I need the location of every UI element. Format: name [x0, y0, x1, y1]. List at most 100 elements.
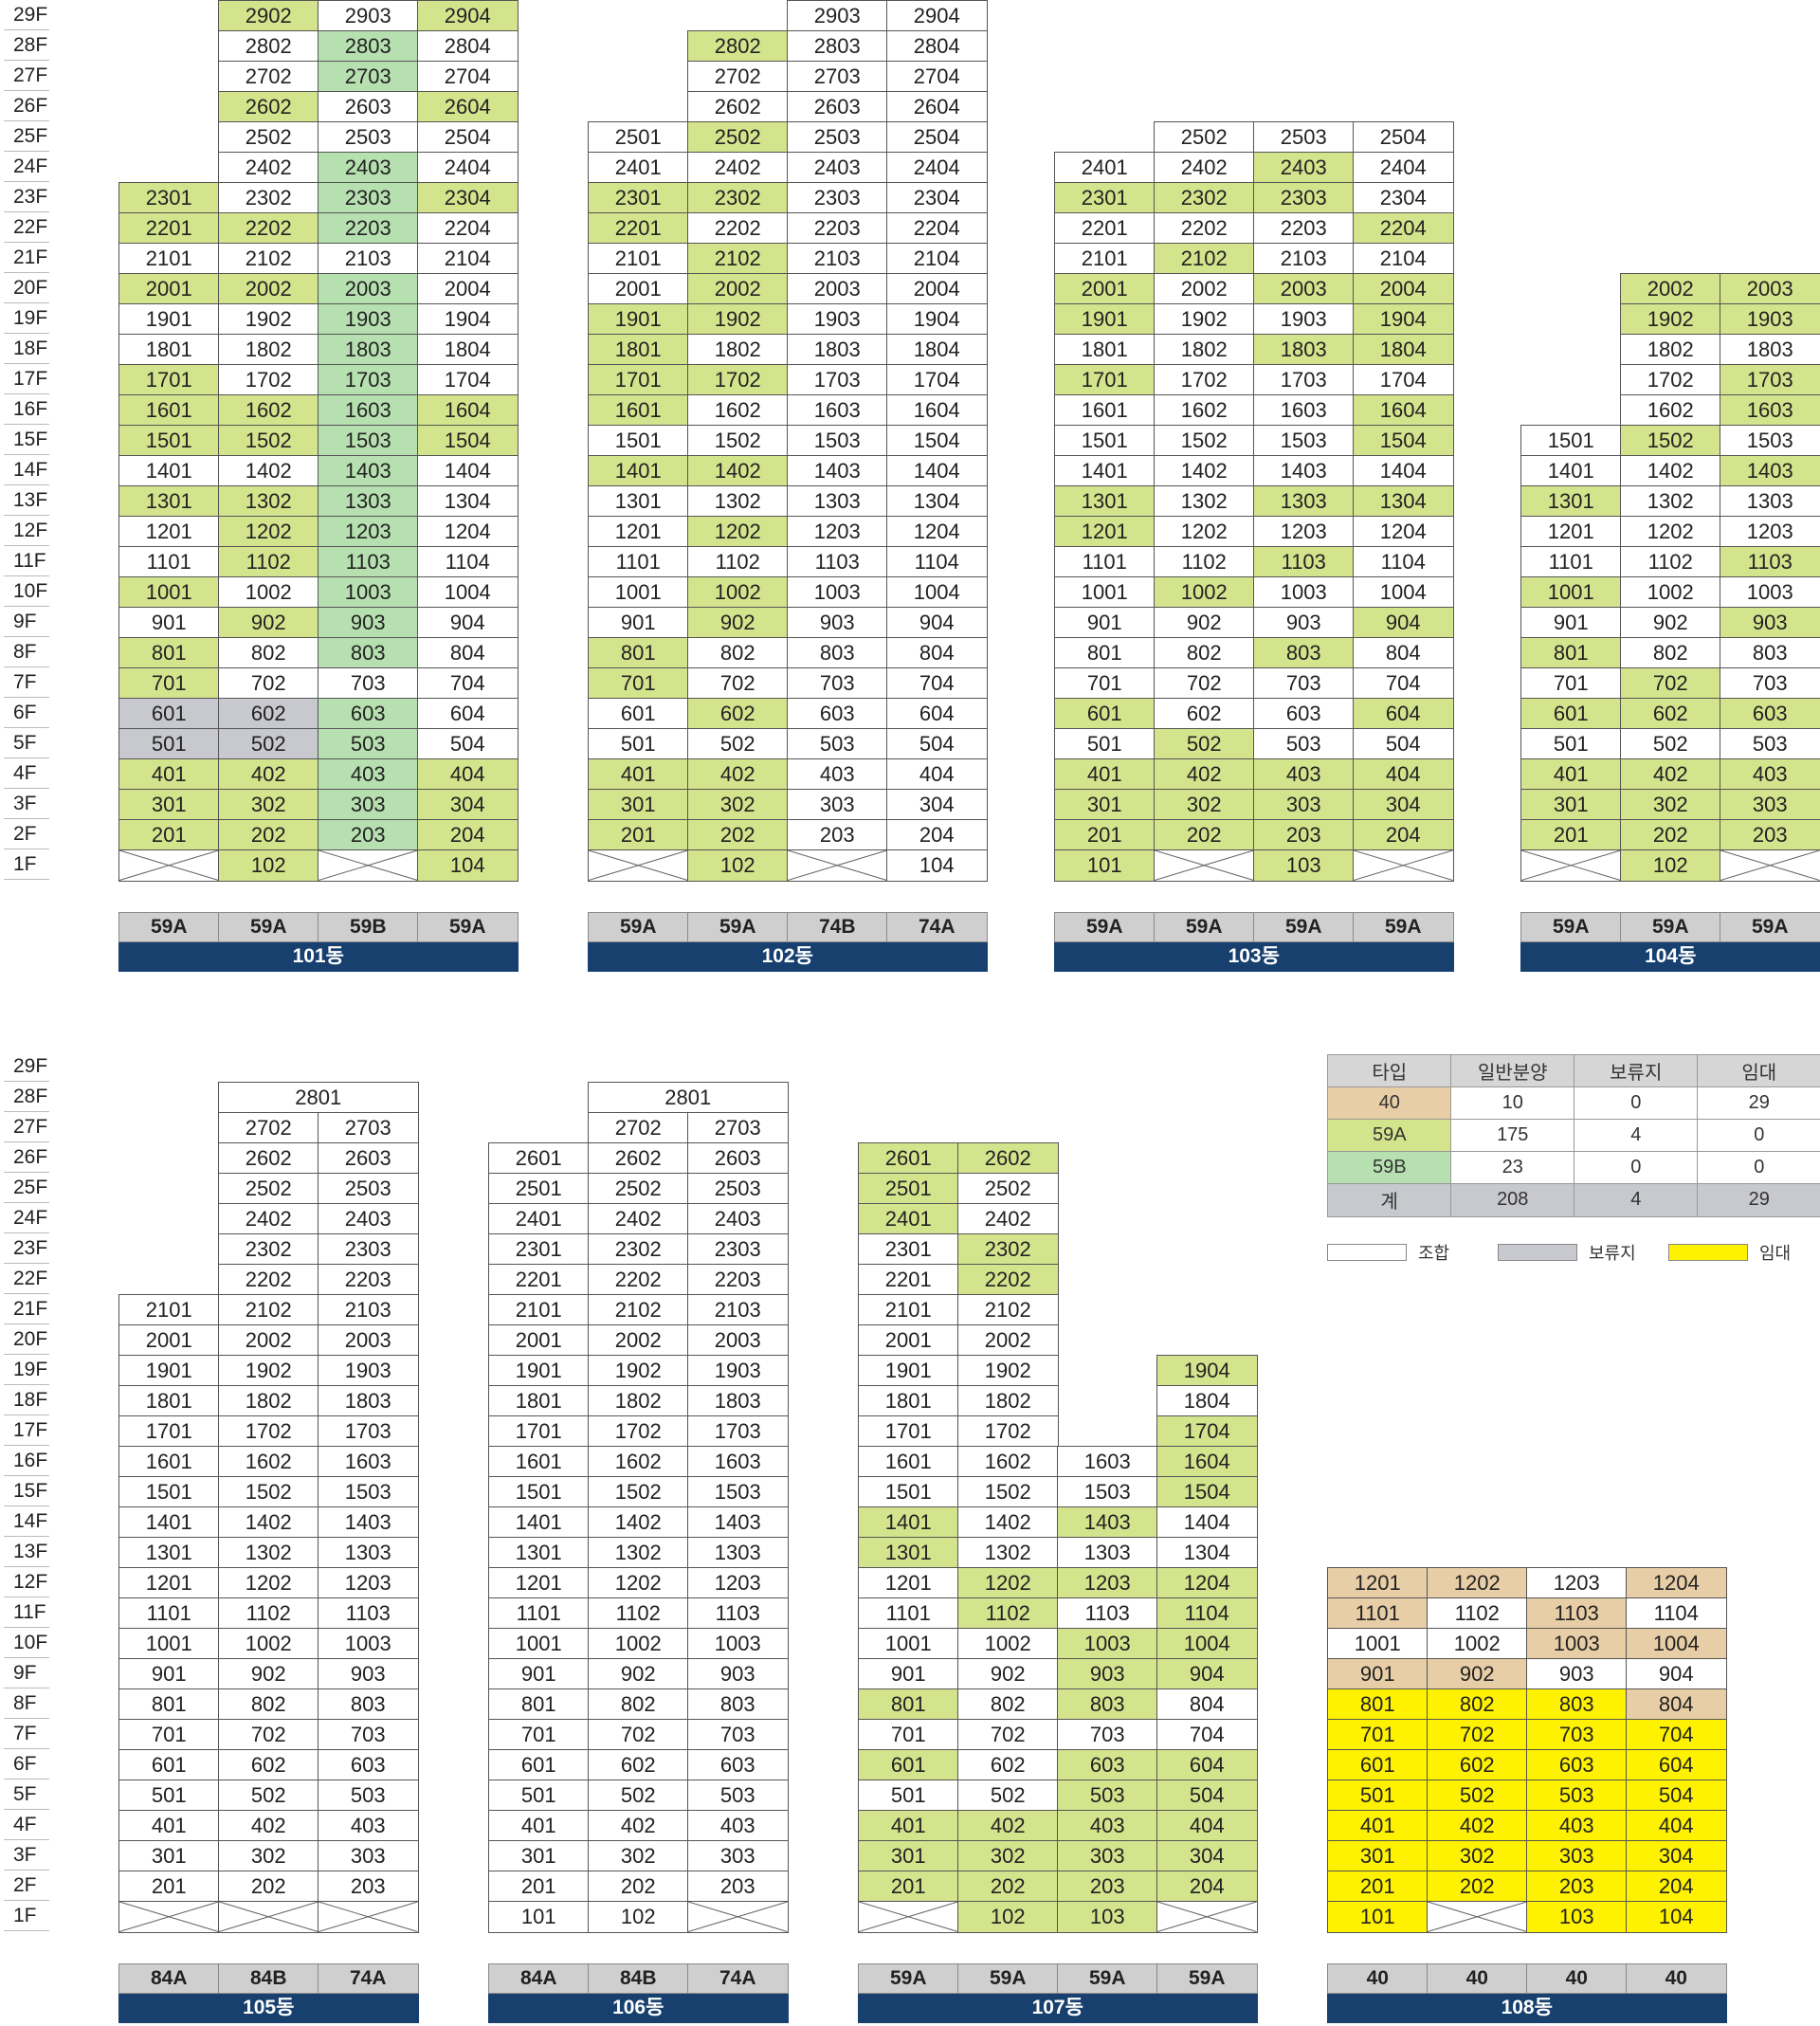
- unit-cell: 1403: [787, 455, 888, 487]
- unit-cell: 2303: [1253, 182, 1355, 214]
- unit-cell: 2201: [488, 1264, 590, 1296]
- unit-cell: 2304: [417, 182, 519, 214]
- floor-label: 18F: [4, 334, 49, 364]
- floor-label: 14F: [4, 455, 49, 485]
- unit-cell: 1002: [687, 576, 789, 609]
- unit-cell: 1001: [1520, 576, 1622, 609]
- floor-label: 10F: [4, 1628, 49, 1658]
- unit-cell: 2001: [858, 1324, 959, 1357]
- unit-cell: 403: [787, 758, 888, 791]
- unit-cell: 1202: [588, 1567, 689, 1599]
- unit-cell: 303: [687, 1840, 789, 1872]
- color-key-label: 보류지: [1589, 1244, 1636, 1263]
- unit-cell: 2703: [787, 61, 888, 93]
- unit-cell: 402: [1620, 758, 1721, 791]
- unit-cell: 1903: [318, 303, 419, 336]
- unit-cell: 202: [1154, 819, 1255, 851]
- unit-type-label: 59A: [687, 912, 789, 942]
- unit-cell: 1203: [1253, 516, 1355, 548]
- unit-cell: 204: [1156, 1871, 1258, 1903]
- unit-cell: 701: [858, 1719, 959, 1751]
- unit-cell: 2004: [1353, 273, 1454, 305]
- summary-table-cell: 0: [1574, 1151, 1699, 1185]
- unit-cell: 1202: [1620, 516, 1721, 548]
- unit-cell: 301: [1520, 789, 1622, 821]
- unit-cell: 304: [1626, 1840, 1727, 1872]
- unit-cell: 2001: [488, 1324, 590, 1357]
- unit-cell: 1404: [1156, 1506, 1258, 1539]
- unit-cell: 1604: [886, 394, 988, 427]
- unit-cell: 1904: [417, 303, 519, 336]
- unit-cell: 2404: [1353, 152, 1454, 184]
- unit-cell: 2203: [1253, 212, 1355, 245]
- unit-cell: 702: [1154, 667, 1255, 700]
- floor-label: 27F: [4, 61, 49, 91]
- unit-cell: 1501: [1054, 425, 1156, 457]
- unit-cell: 204: [417, 819, 519, 851]
- unit-cell: 302: [1154, 789, 1255, 821]
- unit-cell: 1701: [488, 1415, 590, 1448]
- unit-cell: 2903: [787, 0, 888, 32]
- summary-table-cell: 10: [1450, 1086, 1575, 1121]
- unit-cell: 2303: [687, 1233, 789, 1266]
- unit-cell: 2402: [218, 152, 319, 184]
- unit-cell: 1702: [218, 1415, 319, 1448]
- unit-cell: 2103: [787, 243, 888, 275]
- unit-cell: 2103: [1253, 243, 1355, 275]
- unit-cell: 2802: [218, 30, 319, 63]
- unit-cell: 302: [957, 1840, 1059, 1872]
- unit-cell: 603: [787, 698, 888, 730]
- unit-cell: 603: [1720, 698, 1820, 730]
- unit-type-label: 74A: [318, 1963, 419, 1994]
- building-name: 102동: [588, 942, 988, 972]
- floor-label: 11F: [4, 546, 49, 576]
- unit-cell: 1203: [1720, 516, 1820, 548]
- unit-cell: 1902: [1154, 303, 1255, 336]
- unit-cell: 501: [1327, 1780, 1429, 1812]
- unit-cell: 2904: [417, 0, 519, 32]
- summary-table-cell: 0: [1697, 1119, 1820, 1153]
- floor-label: 28F: [4, 30, 49, 61]
- unit-cell: 1401: [858, 1506, 959, 1539]
- unit-cell: 104: [886, 849, 988, 882]
- building-name: 108동: [1327, 1994, 1727, 2023]
- unit-type-label: 40: [1427, 1963, 1528, 1994]
- unit-cell: 1703: [318, 1415, 419, 1448]
- unit-cell: 2203: [318, 1264, 419, 1296]
- unit-cell: 1402: [957, 1506, 1059, 1539]
- unit-cell: 2004: [886, 273, 988, 305]
- unit-cell: 1304: [886, 485, 988, 518]
- unit-cell: 1603: [1253, 394, 1355, 427]
- floor-label: 26F: [4, 91, 49, 121]
- floor-label: 6F: [4, 698, 49, 728]
- unit-cell: 901: [1054, 607, 1156, 639]
- floor-label: 5F: [4, 1780, 49, 1810]
- unit-cell: 2502: [1154, 121, 1255, 154]
- unit-cell: 1102: [1154, 546, 1255, 578]
- unit-type-label: 59A: [1520, 912, 1622, 942]
- unit-cell: 1302: [687, 485, 789, 518]
- unit-cell: 2002: [1620, 273, 1721, 305]
- unit-cell: 2003: [318, 273, 419, 305]
- unit-cell: 1403: [318, 1506, 419, 1539]
- unit-cell: 1702: [687, 364, 789, 396]
- unit-cell: 404: [886, 758, 988, 791]
- unit-cell: 1003: [318, 576, 419, 609]
- unit-cell: 203: [318, 819, 419, 851]
- unit-cell: 404: [1626, 1810, 1727, 1842]
- unit-cell: 1602: [588, 1446, 689, 1478]
- floor-label: 7F: [4, 667, 49, 698]
- unit-cell: 2902: [218, 0, 319, 32]
- unit-cell: 1103: [1526, 1597, 1628, 1630]
- unit-cell: 1602: [218, 1446, 319, 1478]
- unit-cell: 2702: [218, 61, 319, 93]
- unit-cell: 403: [318, 758, 419, 791]
- unit-cell: 104: [1626, 1901, 1727, 1933]
- unit-cell: 1201: [588, 516, 689, 548]
- unit-cell: 1601: [118, 394, 220, 427]
- unit-cell: 601: [118, 698, 220, 730]
- unit-cell: 2301: [588, 182, 689, 214]
- unit-cell: 301: [118, 1840, 220, 1872]
- unit-cell: 2102: [687, 243, 789, 275]
- unit-type-label: 40: [1626, 1963, 1727, 1994]
